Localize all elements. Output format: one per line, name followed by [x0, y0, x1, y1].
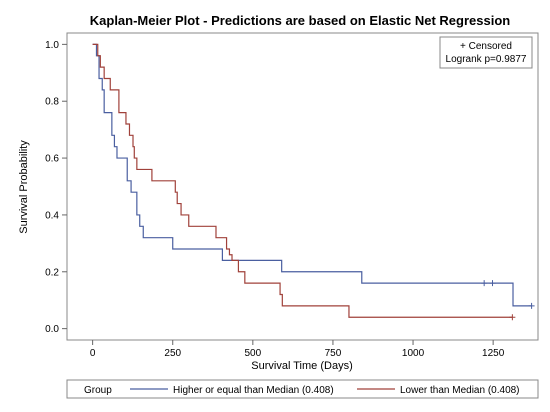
x-tick-label: 750 — [325, 348, 342, 359]
censor-mark — [481, 280, 488, 287]
y-tick-label: 0.4 — [45, 210, 59, 221]
legend-label-low: Lower than Median (0.408) — [400, 385, 520, 396]
legend-title: Group — [84, 385, 112, 396]
censor-mark — [528, 302, 535, 309]
y-axis-label: Survival Probability — [18, 140, 30, 234]
x-tick-label: 250 — [164, 348, 181, 359]
plot-area — [66, 32, 539, 341]
legend-label-high: Higher or equal than Median (0.408) — [173, 385, 334, 396]
y-tick-label: 1.0 — [45, 40, 59, 51]
y-tick-label: 0.8 — [45, 97, 59, 108]
legend: Group Higher or equal than Median (0.408… — [66, 379, 539, 399]
km-curve-0 — [92, 43, 532, 307]
x-tick-label: 1250 — [482, 348, 505, 359]
censor-mark — [489, 280, 496, 287]
legend-frame — [66, 379, 539, 399]
x-tick-label: 500 — [244, 348, 261, 359]
x-tick-label: 0 — [90, 348, 96, 359]
censor-mark — [509, 314, 516, 321]
y-tick-label: 0.2 — [45, 267, 59, 278]
inset-frame — [439, 36, 533, 69]
x-tick-label: 1000 — [402, 348, 425, 359]
y-axis: 0.0 0.2 0.4 0.6 0.8 1.0 — [45, 40, 67, 335]
series-layer — [92, 43, 535, 321]
inset-box: + Censored Logrank p=0.9877 — [439, 36, 533, 69]
logrank-label: Logrank p=0.9877 — [446, 54, 527, 65]
censored-label: + Censored — [460, 41, 512, 52]
y-tick-label: 0.6 — [45, 154, 59, 165]
x-axis: 0 250 500 750 1000 1250 — [90, 340, 505, 359]
km-curve-1 — [92, 43, 513, 318]
chart-title: Kaplan-Meier Plot - Predictions are base… — [90, 13, 511, 28]
x-axis-label: Survival Time (Days) — [251, 360, 352, 372]
y-tick-label: 0.0 — [45, 324, 59, 335]
